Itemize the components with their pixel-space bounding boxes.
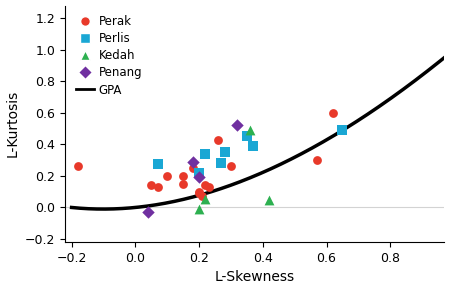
Point (339, 128, 346, 133)
Point (164, 174, 171, 178)
Point (218, 161, 225, 166)
Point (250, 144, 257, 148)
Point (154, 162, 161, 166)
Point (180, 174, 187, 178)
Point (205, 185, 212, 189)
Point (195, 189, 203, 194)
Point (313, 158, 320, 162)
X-axis label: L-Skewness: L-Skewness (215, 271, 295, 284)
Point (195, 191, 203, 195)
Point (189, 166, 196, 170)
Point (195, 171, 203, 175)
Point (195, 174, 203, 179)
Point (221, 150, 228, 155)
Point (202, 196, 209, 201)
Point (215, 137, 222, 142)
Point (189, 160, 196, 164)
Point (195, 207, 203, 211)
Point (148, 183, 155, 188)
Point (202, 151, 209, 156)
Point (329, 110, 337, 115)
Point (144, 210, 152, 215)
Point (234, 123, 241, 128)
Point (154, 185, 161, 189)
Point (247, 128, 254, 133)
Legend: Perak, Perlis, Kedah, Penang, GPA: Perak, Perlis, Kedah, Penang, GPA (75, 14, 143, 98)
Point (243, 134, 251, 139)
Point (74, 163, 81, 168)
Point (198, 194, 206, 199)
Point (266, 197, 273, 202)
Point (202, 183, 209, 188)
Point (180, 182, 187, 186)
Point (227, 163, 234, 168)
Y-axis label: L-Kurtosis: L-Kurtosis (5, 90, 19, 157)
